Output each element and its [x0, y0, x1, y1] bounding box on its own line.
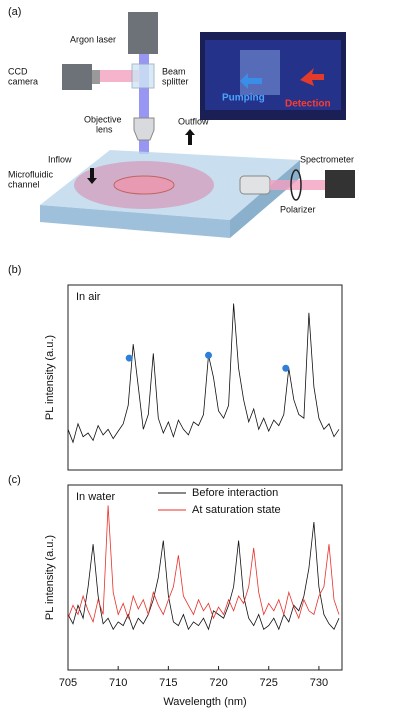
x-tick-label: 705 — [59, 677, 77, 689]
detection-label: Detection — [285, 99, 331, 110]
inflow-arrow — [87, 168, 97, 184]
x-axis-label: Wavelength (nm) — [163, 696, 246, 708]
objective-label: lens — [96, 124, 113, 134]
legend-label: At saturation state — [192, 504, 281, 516]
chip-side — [40, 205, 230, 238]
annotation: In water — [76, 491, 115, 503]
x-tick-label: 710 — [109, 677, 127, 689]
chip-end — [230, 160, 300, 238]
x-tick-label: 725 — [260, 677, 278, 689]
laser-beam — [139, 54, 149, 154]
microdisk — [113, 175, 175, 195]
y-axis-label: PL intensity (a.u.) — [44, 535, 56, 620]
plot-frame — [67, 484, 343, 671]
panel-label: (c) — [8, 474, 21, 486]
panel-label: (b) — [8, 264, 21, 276]
y-axis-label: PL intensity (a.u.) — [44, 335, 56, 420]
objective-lens — [133, 117, 155, 141]
series-line — [67, 303, 340, 444]
channel-label: channel — [8, 179, 40, 189]
camera-beam — [100, 70, 140, 82]
polarizer-label: Polarizer — [280, 204, 316, 214]
splitter-label: Beam — [162, 66, 186, 76]
series-line — [67, 521, 340, 631]
x-tick-label: 720 — [209, 677, 227, 689]
beam-splitter — [131, 63, 155, 89]
ccd-label: CCD — [8, 66, 28, 76]
polarizer — [290, 169, 302, 201]
ccd-lens — [92, 70, 100, 84]
argon-laser-label: Argon laser — [70, 34, 116, 44]
ccd-camera — [62, 64, 92, 90]
annotation: In air — [76, 291, 101, 303]
panel-label: (a) — [8, 6, 21, 18]
splitter-label: splitter — [162, 76, 189, 86]
detection-arrow — [300, 68, 324, 86]
peak-marker — [205, 351, 213, 359]
ccd-label: camera — [8, 76, 38, 86]
inflow-label: Inflow — [48, 154, 72, 164]
spectrometer — [325, 170, 355, 198]
objective-label: Objective — [84, 114, 122, 124]
outflow-arrow — [185, 129, 195, 145]
x-tick-label: 715 — [159, 677, 177, 689]
spectrometer-label: Spectrometer — [300, 154, 354, 164]
x-tick-label: 730 — [310, 677, 328, 689]
pumping-label: Pumping — [222, 93, 265, 104]
legend-label: Before interaction — [192, 487, 278, 499]
photo-chip — [240, 50, 280, 95]
argon-laser — [128, 12, 158, 54]
output-beam — [270, 180, 325, 190]
peak-marker — [282, 364, 290, 372]
collector — [239, 175, 271, 195]
plot-frame — [67, 284, 343, 471]
peak-marker — [125, 354, 133, 362]
series-line — [67, 505, 340, 624]
channel-label: Microfluidic — [8, 169, 54, 179]
outflow-label: Outflow — [178, 116, 209, 126]
pumping-arrow — [240, 73, 262, 89]
